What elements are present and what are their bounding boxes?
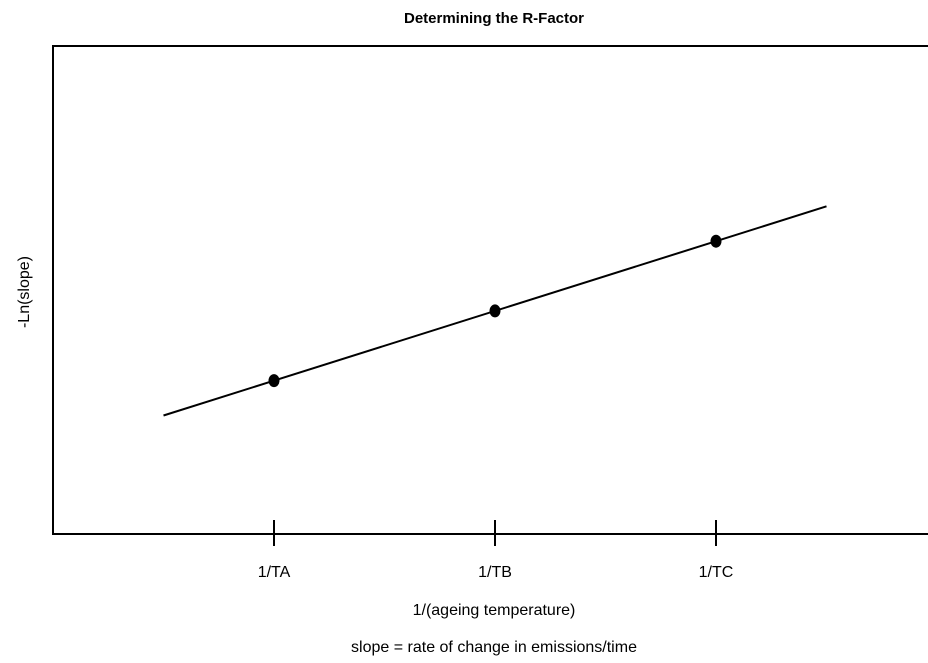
x-tick-label: 1/TC xyxy=(699,564,734,581)
x-ticks xyxy=(273,520,717,546)
data-point xyxy=(268,374,280,388)
y-axis-label: -Ln(slope) xyxy=(16,256,33,328)
chart-footnote: slope = rate of change in emissions/time xyxy=(351,639,637,656)
data-point xyxy=(710,234,722,248)
data-point xyxy=(489,304,501,318)
chart-title: Determining the R-Factor xyxy=(404,10,584,27)
x-tick-labels: 1/TA 1/TB 1/TC xyxy=(258,564,734,581)
x-tick-label: 1/TB xyxy=(478,564,512,581)
plot-frame xyxy=(52,45,928,535)
x-tick-label: 1/TA xyxy=(258,564,291,581)
data-points xyxy=(268,234,722,388)
x-axis-label: 1/(ageing temperature) xyxy=(413,602,576,619)
